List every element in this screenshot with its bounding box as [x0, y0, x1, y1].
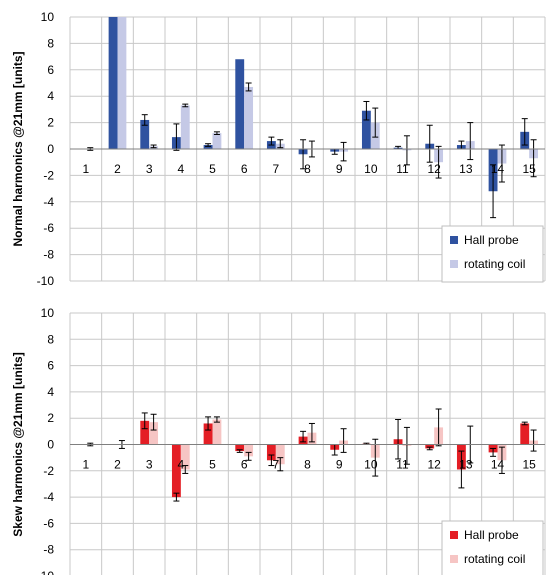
bar-hall-probe	[203, 145, 213, 149]
x-category-label: 8	[304, 162, 311, 176]
x-category-label: 4	[177, 162, 184, 176]
bar-rotating-coil	[244, 444, 254, 457]
legend-box	[441, 520, 544, 575]
bar-hall-probe	[171, 444, 181, 498]
y-tick-label: -2	[43, 168, 54, 182]
bar-hall-probe	[235, 59, 245, 149]
bar-rotating-coil	[180, 105, 190, 149]
legend-swatch	[450, 236, 458, 244]
x-category-label: 6	[241, 458, 248, 472]
legend-label: Hall probe	[464, 528, 519, 542]
y-tick-label: -2	[43, 464, 54, 478]
legend-label: Hall probe	[464, 233, 519, 247]
x-category-label: 7	[272, 162, 279, 176]
x-category-label: 4	[177, 458, 184, 472]
bar-rotating-coil	[275, 444, 285, 465]
y-tick-label: 6	[47, 63, 54, 77]
y-tick-label: 10	[41, 306, 55, 320]
x-category-label: 14	[491, 458, 505, 472]
legend-label: rotating coil	[464, 552, 525, 566]
bar-hall-probe	[140, 420, 150, 445]
x-category-label: 14	[491, 162, 505, 176]
y-axis-title: Skew harmonics @21mm [units]	[11, 352, 25, 536]
legend-swatch	[450, 531, 458, 539]
x-category-label: 6	[241, 162, 248, 176]
y-tick-label: -8	[43, 543, 54, 557]
y-tick-label: 8	[47, 36, 54, 50]
y-tick-label: 0	[47, 142, 54, 156]
x-category-label: 8	[304, 458, 311, 472]
x-category-label: 15	[522, 458, 536, 472]
x-category-label: 5	[209, 162, 216, 176]
y-tick-label: 6	[47, 359, 54, 373]
y-tick-label: 10	[41, 10, 55, 24]
bar-rotating-coil	[117, 17, 127, 149]
y-tick-label: -4	[43, 195, 54, 209]
bar-rotating-coil	[180, 444, 190, 470]
bar-hall-probe	[140, 119, 150, 149]
x-category-label: 1	[82, 458, 89, 472]
bar-hall-probe	[520, 423, 530, 445]
x-category-label: 13	[459, 458, 473, 472]
bar-hall-probe	[266, 444, 276, 461]
x-category-label: 12	[427, 458, 441, 472]
x-category-label: 15	[522, 162, 536, 176]
skew-harmonics-chart: -10-8-6-4-20246810123456789101112131415S…	[11, 306, 546, 575]
y-tick-label: 2	[47, 116, 54, 130]
x-category-label: 11	[396, 162, 409, 176]
bar-rotating-coil	[212, 133, 222, 149]
x-category-label: 3	[146, 162, 153, 176]
y-tick-label: -10	[37, 569, 55, 575]
y-tick-label: 2	[47, 411, 54, 425]
x-category-label: 13	[459, 162, 473, 176]
bar-hall-probe	[425, 444, 435, 449]
bar-rotating-coil	[212, 419, 222, 445]
legend-label: rotating coil	[464, 257, 525, 271]
y-tick-label: -4	[43, 490, 54, 504]
bar-hall-probe	[108, 17, 118, 149]
y-tick-label: -6	[43, 221, 54, 235]
x-category-label: 9	[336, 162, 343, 176]
y-tick-label: 4	[47, 89, 54, 103]
bar-rotating-coil	[244, 86, 254, 149]
x-category-label: 5	[209, 458, 216, 472]
legend: Hall probe rotating coil	[441, 225, 544, 283]
x-category-label: 2	[114, 162, 121, 176]
bar-hall-probe	[361, 110, 371, 149]
x-category-label: 11	[396, 458, 409, 472]
x-category-label: 10	[364, 458, 378, 472]
y-tick-label: -6	[43, 516, 54, 530]
y-tick-label: -8	[43, 248, 54, 262]
x-category-label: 7	[272, 458, 279, 472]
legend-swatch	[450, 555, 458, 563]
y-tick-label: 4	[47, 385, 54, 399]
y-tick-label: 0	[47, 438, 54, 452]
legend: Hall probe rotating coil	[441, 520, 544, 575]
bar-rotating-coil	[149, 422, 159, 445]
x-category-label: 12	[427, 162, 441, 176]
x-category-label: 10	[364, 162, 378, 176]
legend-box	[441, 225, 544, 283]
x-category-label: 3	[146, 458, 153, 472]
x-category-label: 1	[82, 162, 89, 176]
y-tick-label: 8	[47, 332, 54, 346]
bar-hall-probe	[203, 423, 213, 445]
x-category-label: 2	[114, 458, 121, 472]
y-axis-title: Normal harmonics @21mm [units]	[11, 51, 25, 246]
legend-swatch	[450, 260, 458, 268]
bar-hall-probe	[235, 444, 245, 452]
y-tick-label: -10	[37, 274, 55, 288]
x-category-label: 9	[336, 458, 343, 472]
